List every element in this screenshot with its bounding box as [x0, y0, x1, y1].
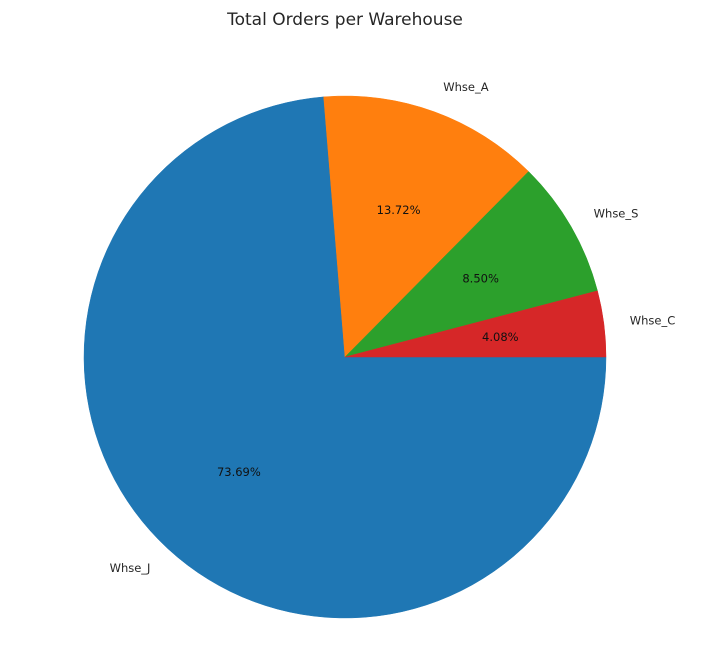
pie-slice-whse-j [83, 96, 607, 619]
slice-label-whse-s: Whse_S [594, 206, 639, 220]
pie-slice-whse-a [323, 95, 529, 358]
slice-label-whse-j: Whse_J [110, 561, 151, 575]
pie-slice-whse-s [344, 171, 598, 358]
slice-percent-whse-c: 4.08% [482, 330, 519, 344]
slice-label-whse-a: Whse_A [443, 80, 488, 94]
slice-percent-whse-s: 8.50% [462, 272, 499, 286]
pie-slices [83, 95, 607, 619]
slice-label-whse-c: Whse_C [630, 313, 676, 327]
pie-labels: Whse_J 73.69% Whse_A 13.72% Whse_S 8.50% Whse_… [110, 80, 676, 575]
slice-percent-whse-j: 73.69% [217, 465, 261, 479]
pie-slice-whse-c [344, 290, 607, 358]
slice-percent-whse-a: 13.72% [377, 203, 421, 217]
chart-title: Total Orders per Warehouse [226, 10, 463, 30]
